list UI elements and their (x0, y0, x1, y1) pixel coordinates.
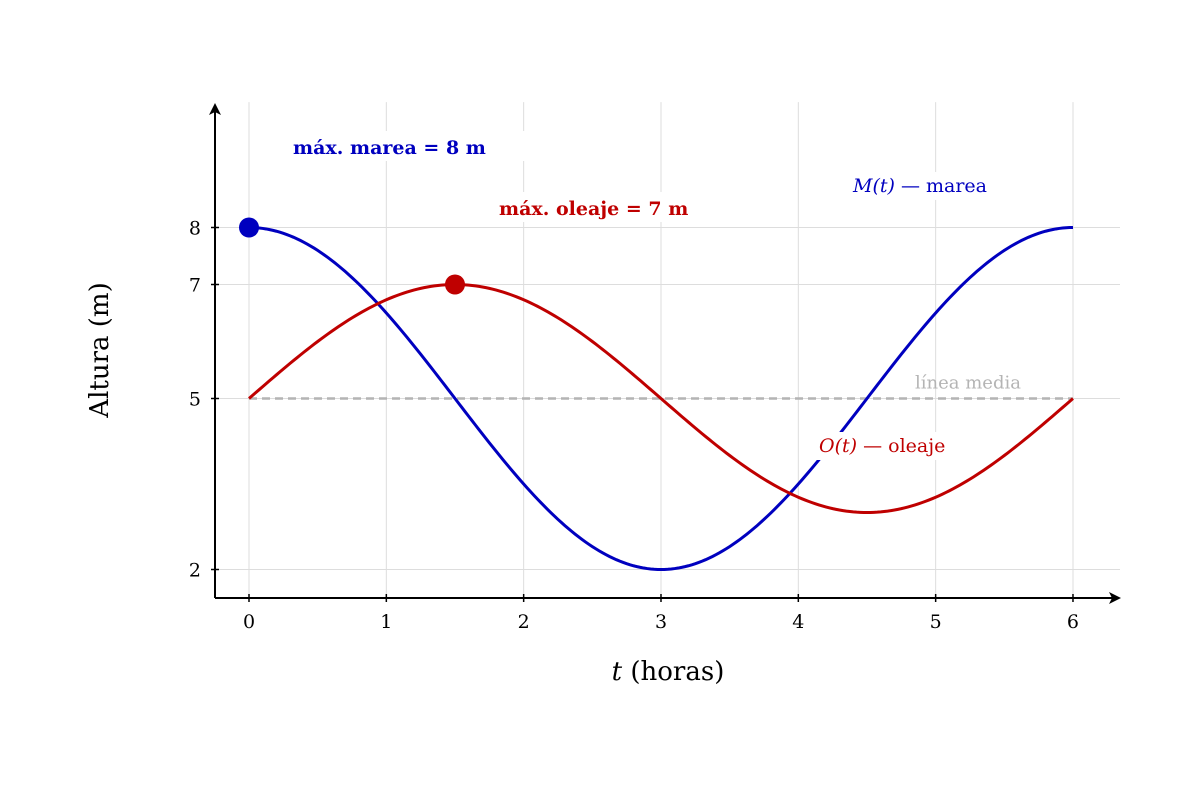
series-labels: M(t) — marea O(t) — oleaje (813, 172, 1015, 460)
axes (209, 103, 1121, 604)
mean-line-label: línea media (915, 373, 1021, 394)
mean-line-group: línea media (249, 373, 1073, 400)
series-label-oleaje: O(t) — oleaje (819, 435, 945, 457)
annotations: máx. marea = 8 m máx. oleaje = 7 m (239, 131, 728, 295)
y-tick-label-2: 2 (189, 560, 201, 582)
x-tick-label-5: 5 (930, 611, 942, 633)
x-axis-title: t (horas) (612, 657, 725, 687)
max-marea-label-bg (288, 131, 526, 161)
x-tick-label-3: 3 (655, 611, 667, 633)
series-label-oleaje-bg (813, 432, 965, 460)
x-tick-label-0: 0 (243, 611, 255, 633)
series-label-marea: M(t) — marea (852, 175, 987, 197)
max-oleaje-label: máx. oleaje = 7 m (499, 198, 688, 220)
series-line-oleaje (248, 282, 1074, 515)
x-tick-label-6: 6 (1067, 611, 1079, 633)
x-axis-arrow (1109, 592, 1121, 604)
y-tick-label-5: 5 (189, 389, 201, 411)
y-axis-title: Altura (m) (85, 282, 115, 418)
max-marea-label: máx. marea = 8 m (293, 137, 486, 159)
max-oleaje-marker (444, 274, 465, 295)
x-tick-label-4: 4 (792, 611, 804, 633)
tick-labels: 0 1 2 3 4 5 6 2 5 7 8 (189, 218, 1079, 634)
x-tick-label-1: 1 (380, 611, 392, 633)
y-axis-arrow (209, 103, 221, 115)
x-tick-label-2: 2 (518, 611, 530, 633)
series-label-marea-bg (847, 172, 1015, 200)
max-marea-marker (239, 217, 259, 238)
series-line-marea (248, 226, 1074, 572)
y-tick-label-7: 7 (189, 275, 201, 297)
series-group (248, 226, 1074, 572)
max-oleaje-label-bg (494, 192, 728, 222)
y-tick-label-8: 8 (189, 218, 201, 240)
